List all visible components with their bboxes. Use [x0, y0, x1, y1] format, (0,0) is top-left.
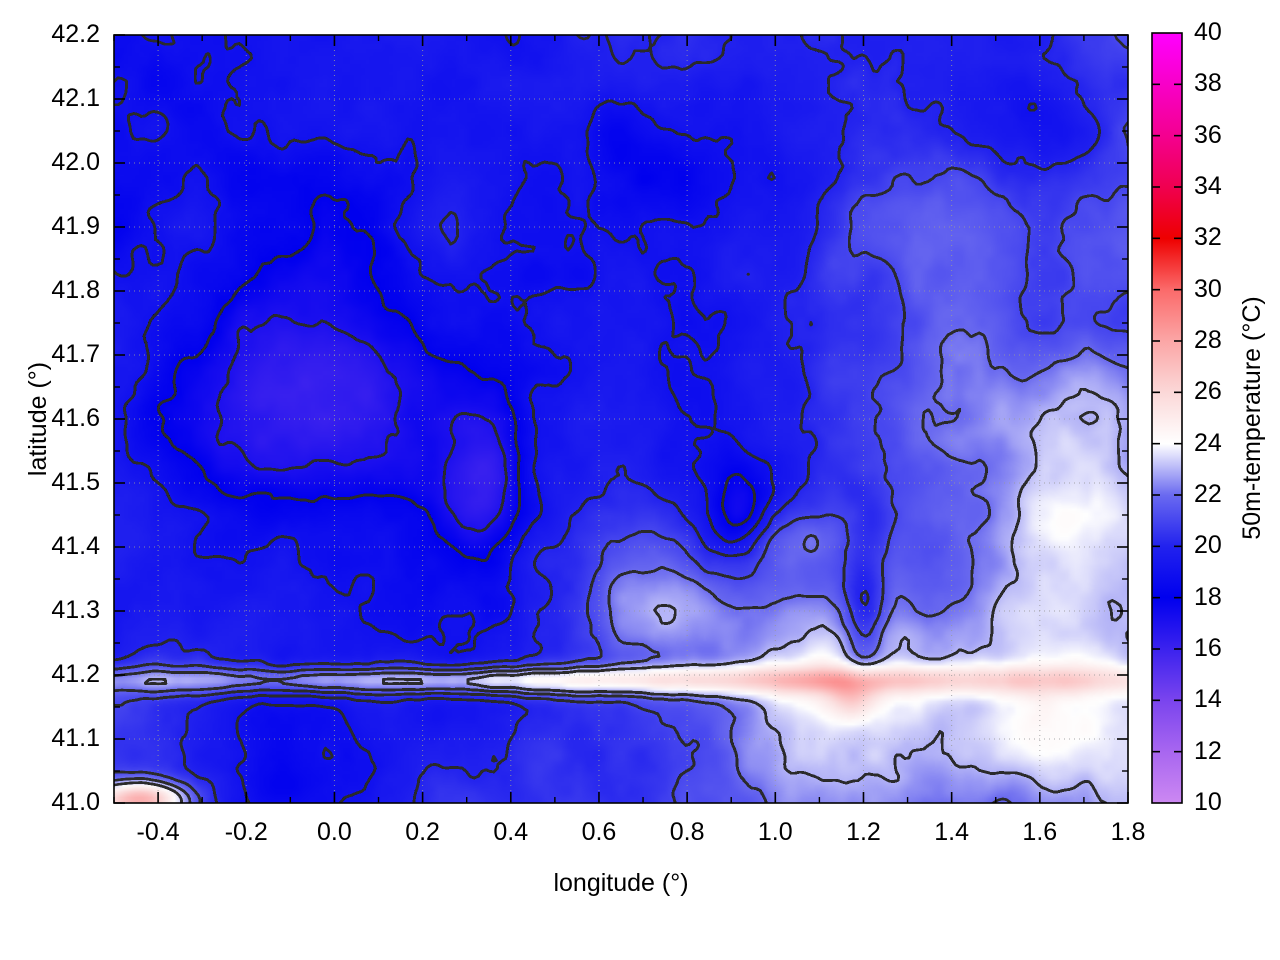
x-tick-label-0.2: 0.2: [378, 820, 468, 845]
y-tick-label-42.1: 42.1: [4, 86, 100, 111]
y-tick-label-41.1: 41.1: [4, 726, 100, 751]
y-tick-label-41.4: 41.4: [4, 534, 100, 559]
y-tick-label-41.0: 41.0: [4, 790, 100, 815]
heatmap-layer: [114, 35, 1128, 803]
colorbar-tick-label-14: 14: [1194, 687, 1254, 712]
y-tick-label-42.0: 42.0: [4, 150, 100, 175]
x-tick-label-1.0: 1.0: [730, 820, 820, 845]
y-tick-label-41.3: 41.3: [4, 598, 100, 623]
colorbar-tick-label-16: 16: [1194, 636, 1254, 661]
y-tick-label-41.7: 41.7: [4, 342, 100, 367]
x-tick-label-0.4: 0.4: [466, 820, 556, 845]
x-tick-label-1.6: 1.6: [995, 820, 1085, 845]
x-tick-label-0.8: 0.8: [642, 820, 732, 845]
colorbar-tick-label-40: 40: [1194, 20, 1254, 45]
x-tick-label-0.6: 0.6: [554, 820, 644, 845]
x-tick-label-1.4: 1.4: [907, 820, 997, 845]
colorbar-tick-label-18: 18: [1194, 585, 1254, 610]
x-tick-label-1.2: 1.2: [818, 820, 908, 845]
colorbar-tick-label-36: 36: [1194, 123, 1254, 148]
y-tick-label-41.6: 41.6: [4, 406, 100, 431]
colorbar-tick-label-10: 10: [1194, 790, 1254, 815]
x-axis-title: longitude (°): [511, 871, 731, 896]
x-tick-label--0.4: -0.4: [113, 820, 203, 845]
colorbar-title: 50m-temperature (°C): [1240, 260, 1265, 576]
y-tick-label-41.5: 41.5: [4, 470, 100, 495]
y-tick-label-42.2: 42.2: [4, 22, 100, 47]
colorbar-tick-label-12: 12: [1194, 739, 1254, 764]
y-tick-label-41.2: 41.2: [4, 662, 100, 687]
colorbar-tick-label-34: 34: [1194, 174, 1254, 199]
y-axis-title: latitude (°): [26, 327, 51, 511]
colorbar-tick-label-38: 38: [1194, 71, 1254, 96]
x-tick-label-0.0: 0.0: [289, 820, 379, 845]
y-tick-label-41.9: 41.9: [4, 214, 100, 239]
x-tick-label--0.2: -0.2: [201, 820, 291, 845]
y-tick-label-41.8: 41.8: [4, 278, 100, 303]
colorbar-tick-label-32: 32: [1194, 225, 1254, 250]
x-tick-label-1.8: 1.8: [1083, 820, 1173, 845]
colorbar[interactable]: [1152, 33, 1182, 803]
